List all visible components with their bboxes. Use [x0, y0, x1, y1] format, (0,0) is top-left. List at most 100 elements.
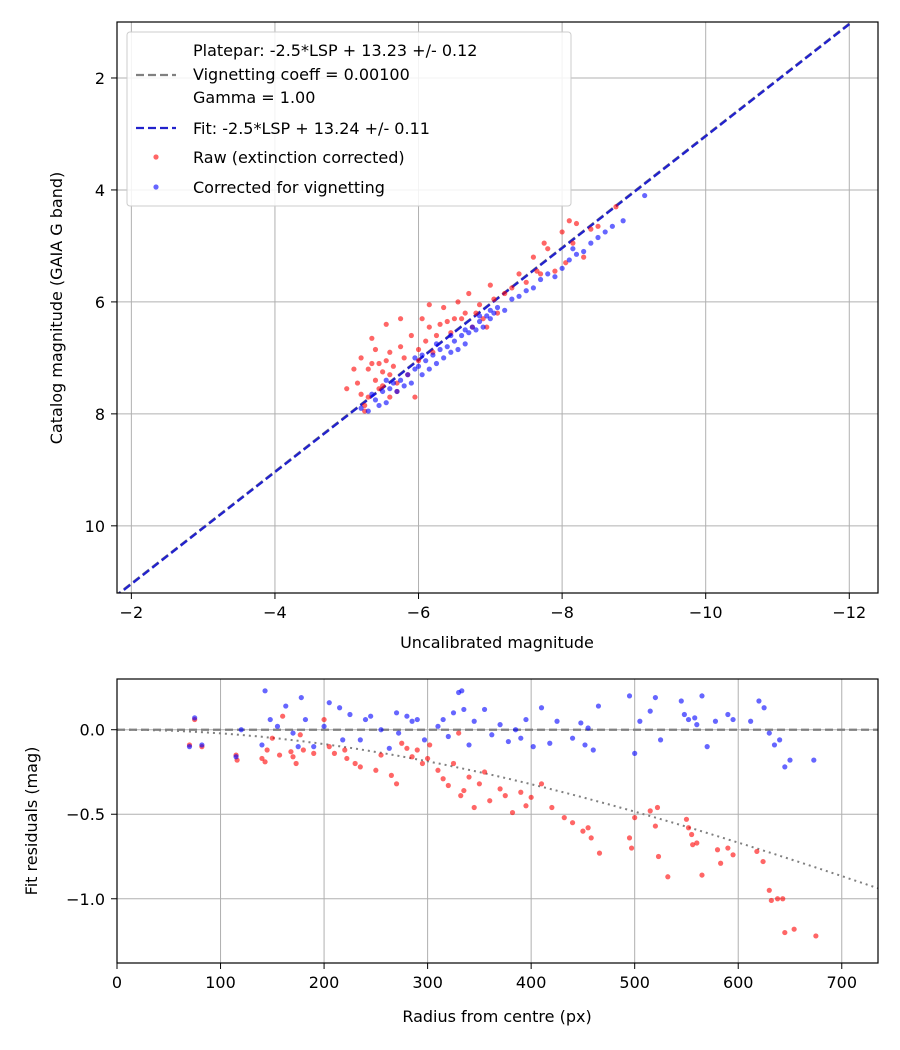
raw-point	[537, 271, 544, 277]
raw-point	[365, 366, 371, 372]
corrected-residual-point	[756, 698, 762, 704]
top-plot-frame	[116, 21, 879, 594]
corrected-point	[581, 248, 587, 255]
raw-residual-point	[293, 760, 299, 767]
corrected-point	[487, 307, 493, 313]
top-x-tick-label: −12	[832, 603, 866, 622]
raw-point	[380, 369, 386, 375]
top-y-tick-label: 2	[95, 69, 105, 88]
raw-point	[545, 246, 551, 252]
raw-residual-point	[259, 755, 265, 762]
raw-residual-point	[378, 752, 384, 758]
raw-residual-point	[481, 769, 488, 775]
raw-residual-point	[487, 798, 493, 804]
raw-residual-point	[445, 782, 451, 789]
corrected-point	[372, 397, 379, 403]
raw-point	[358, 391, 364, 397]
legend-fit-label: Fit: -2.5*LSP + 13.24 +/- 0.11	[193, 119, 430, 138]
bottom-y-tick-label: −1.0	[66, 890, 105, 909]
top-x-tick-label: −6	[407, 603, 431, 622]
corrected-residual-point	[692, 715, 698, 721]
raw-residual-point	[718, 860, 724, 866]
corrected-residual-point	[461, 706, 467, 713]
corrected-point	[537, 276, 544, 283]
raw-residual-point	[647, 808, 653, 814]
top-y-ticks: 2 4 6 8 10	[85, 69, 117, 536]
raw-residual-point	[632, 815, 638, 821]
corrected-residual-point	[547, 740, 553, 746]
corrected-residual-point	[777, 737, 783, 743]
raw-residual-point	[497, 786, 503, 792]
corrected-point	[530, 285, 536, 291]
raw-point	[552, 268, 558, 274]
corrected-point	[573, 251, 580, 257]
raw-point	[401, 355, 407, 361]
raw-residual-point	[813, 933, 819, 939]
vignetting-model-curve	[117, 728, 878, 890]
top-x-tick-label: −4	[263, 603, 287, 622]
raw-point	[383, 321, 389, 327]
corrected-residual-point	[712, 718, 719, 724]
raw-point	[462, 310, 468, 316]
raw-residual-point	[440, 776, 446, 782]
corrected-point	[441, 355, 447, 361]
corrected-residual-point	[523, 716, 529, 723]
bottom-x-tick-label: 0	[112, 973, 122, 992]
bottom-corrected-series	[186, 688, 817, 770]
raw-point	[376, 360, 382, 367]
corrected-point	[380, 388, 386, 395]
raw-residual-point	[561, 815, 567, 821]
legend-platepar-line1: Platepar: -2.5*LSP + 13.23 +/- 0.12	[193, 41, 477, 60]
corrected-residual-point	[199, 742, 205, 748]
bottom-x-tick-label: 500	[619, 973, 650, 992]
raw-point	[397, 344, 404, 350]
raw-residual-point	[652, 823, 658, 829]
raw-residual-point	[414, 747, 420, 753]
raw-residual-point	[714, 847, 721, 853]
corrected-point	[426, 366, 432, 372]
raw-point	[383, 358, 389, 364]
raw-point	[387, 372, 393, 378]
corrected-point	[570, 246, 576, 252]
fit-line	[117, 22, 855, 593]
raw-residual-point	[458, 793, 464, 799]
raw-residual-point	[276, 752, 283, 758]
legend: Platepar: -2.5*LSP + 13.23 +/- 0.12 Vign…	[126, 31, 572, 207]
raw-residual-point	[549, 804, 555, 811]
top-y-tick-label: 6	[95, 293, 105, 312]
corrected-point	[423, 358, 429, 364]
raw-point	[530, 254, 536, 260]
corrected-residual-point	[267, 716, 273, 723]
corrected-residual-point	[761, 705, 767, 711]
raw-residual-point	[456, 730, 462, 736]
corrected-residual-point	[295, 744, 301, 750]
bottom-y-axis-label: Fit residuals (mag)	[22, 747, 41, 896]
corrected-point	[383, 400, 389, 406]
corrected-point	[401, 383, 407, 389]
corrected-point	[451, 338, 458, 344]
legend-platepar-line2: Vignetting coeff = 0.00100	[193, 65, 410, 84]
corrected-point	[602, 229, 608, 235]
top-fit-lines	[117, 22, 855, 593]
bottom-plot-frame	[116, 678, 879, 964]
top-y-tick-label: 4	[95, 181, 105, 200]
raw-residual-point	[471, 804, 477, 811]
raw-point	[415, 358, 422, 364]
raw-residual-point	[768, 897, 774, 904]
corrected-point	[412, 366, 418, 372]
raw-point	[394, 380, 400, 386]
raw-point	[534, 268, 540, 274]
raw-residual-point	[655, 853, 662, 860]
corrected-residual-point	[445, 733, 451, 740]
corrected-point	[358, 405, 364, 411]
corrected-residual-point	[421, 737, 428, 743]
corrected-residual-point	[626, 693, 633, 699]
raw-residual-point	[585, 825, 591, 831]
bottom-x-tick-label: 700	[826, 973, 857, 992]
corrected-point	[466, 330, 472, 336]
corrected-residual-point	[590, 747, 596, 753]
corrected-point	[365, 408, 371, 414]
corrected-residual-point	[340, 737, 346, 743]
corrected-residual-point	[685, 716, 692, 723]
